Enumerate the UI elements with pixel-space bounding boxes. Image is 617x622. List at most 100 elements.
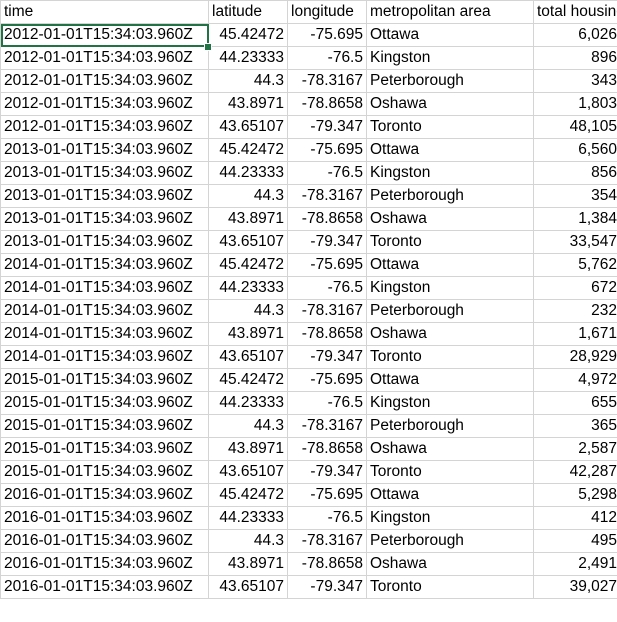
cell-metropolitan-area[interactable]: Toronto [366, 230, 534, 254]
cell-longitude[interactable]: -78.8658 [287, 322, 367, 346]
cell-latitude[interactable]: 43.8971 [208, 552, 288, 576]
cell-longitude[interactable]: -79.347 [287, 115, 367, 139]
cell-total-housing[interactable]: 856 [533, 161, 617, 185]
cell-metropolitan-area[interactable]: Kingston [366, 391, 534, 415]
cell-time[interactable]: 2014-01-01T15:34:03.960Z [0, 253, 209, 277]
cell-time[interactable]: 2016-01-01T15:34:03.960Z [0, 506, 209, 530]
cell-longitude[interactable]: -78.3167 [287, 184, 367, 208]
cell-time[interactable]: 2016-01-01T15:34:03.960Z [0, 483, 209, 507]
header-cell-total-housing[interactable]: total housing [533, 0, 617, 24]
cell-total-housing[interactable]: 896 [533, 46, 617, 70]
cell-total-housing[interactable]: 6,560 [533, 138, 617, 162]
cell-metropolitan-area[interactable]: Toronto [366, 345, 534, 369]
cell-time[interactable]: 2014-01-01T15:34:03.960Z [0, 299, 209, 323]
cell-time[interactable]: 2014-01-01T15:34:03.960Z [0, 276, 209, 300]
cell-latitude[interactable]: 43.65107 [208, 345, 288, 369]
header-cell-time[interactable]: time [0, 0, 209, 24]
cell-time[interactable]: 2016-01-01T15:34:03.960Z [0, 552, 209, 576]
cell-longitude[interactable]: -75.695 [287, 368, 367, 392]
cell-total-housing[interactable]: 33,547 [533, 230, 617, 254]
cell-time[interactable]: 2013-01-01T15:34:03.960Z [0, 161, 209, 185]
cell-total-housing[interactable]: 28,929 [533, 345, 617, 369]
cell-latitude[interactable]: 44.3 [208, 299, 288, 323]
cell-latitude[interactable]: 44.23333 [208, 391, 288, 415]
cell-total-housing[interactable]: 412 [533, 506, 617, 530]
cell-latitude[interactable]: 43.65107 [208, 460, 288, 484]
cell-time[interactable]: 2012-01-01T15:34:03.960Z [0, 46, 209, 70]
cell-longitude[interactable]: -75.695 [287, 483, 367, 507]
cell-longitude[interactable]: -75.695 [287, 253, 367, 277]
header-cell-latitude[interactable]: latitude [208, 0, 288, 24]
cell-total-housing[interactable]: 354 [533, 184, 617, 208]
cell-metropolitan-area[interactable]: Peterborough [366, 299, 534, 323]
cell-time[interactable]: 2013-01-01T15:34:03.960Z [0, 207, 209, 231]
cell-metropolitan-area[interactable]: Toronto [366, 460, 534, 484]
cell-total-housing[interactable]: 1,803 [533, 92, 617, 116]
cell-metropolitan-area[interactable]: Ottawa [366, 23, 534, 47]
cell-total-housing[interactable]: 655 [533, 391, 617, 415]
cell-longitude[interactable]: -78.3167 [287, 299, 367, 323]
cell-total-housing[interactable]: 365 [533, 414, 617, 438]
cell-total-housing[interactable]: 5,298 [533, 483, 617, 507]
cell-total-housing[interactable]: 39,027 [533, 575, 617, 599]
cell-latitude[interactable]: 44.23333 [208, 506, 288, 530]
cell-total-housing[interactable]: 1,384 [533, 207, 617, 231]
cell-latitude[interactable]: 43.65107 [208, 575, 288, 599]
cell-longitude[interactable]: -76.5 [287, 391, 367, 415]
header-cell-metropolitan-area[interactable]: metropolitan area [366, 0, 534, 24]
cell-time[interactable]: 2013-01-01T15:34:03.960Z [0, 138, 209, 162]
cell-latitude[interactable]: 43.65107 [208, 115, 288, 139]
cell-metropolitan-area[interactable]: Oshawa [366, 437, 534, 461]
cell-longitude[interactable]: -75.695 [287, 23, 367, 47]
cell-metropolitan-area[interactable]: Peterborough [366, 184, 534, 208]
cell-latitude[interactable]: 45.42472 [208, 23, 288, 47]
cell-total-housing[interactable]: 2,491 [533, 552, 617, 576]
cell-longitude[interactable]: -78.3167 [287, 69, 367, 93]
cell-time[interactable]: 2014-01-01T15:34:03.960Z [0, 322, 209, 346]
cell-longitude[interactable]: -78.3167 [287, 529, 367, 553]
cell-latitude[interactable]: 43.65107 [208, 230, 288, 254]
cell-longitude[interactable]: -78.8658 [287, 552, 367, 576]
cell-total-housing[interactable]: 2,587 [533, 437, 617, 461]
cell-latitude[interactable]: 45.42472 [208, 368, 288, 392]
cell-latitude[interactable]: 43.8971 [208, 322, 288, 346]
cell-longitude[interactable]: -76.5 [287, 161, 367, 185]
cell-time[interactable]: 2016-01-01T15:34:03.960Z [0, 575, 209, 599]
cell-total-housing[interactable]: 6,026 [533, 23, 617, 47]
cell-latitude[interactable]: 44.23333 [208, 276, 288, 300]
cell-longitude[interactable]: -76.5 [287, 506, 367, 530]
cell-longitude[interactable]: -78.8658 [287, 207, 367, 231]
fill-handle[interactable] [204, 43, 212, 51]
cell-metropolitan-area[interactable]: Oshawa [366, 207, 534, 231]
cell-total-housing[interactable]: 5,762 [533, 253, 617, 277]
cell-latitude[interactable]: 44.3 [208, 414, 288, 438]
cell-time[interactable]: 2012-01-01T15:34:03.960Z [0, 69, 209, 93]
cell-longitude[interactable]: -78.8658 [287, 437, 367, 461]
cell-latitude[interactable]: 44.3 [208, 529, 288, 553]
cell-latitude[interactable]: 44.3 [208, 69, 288, 93]
cell-longitude[interactable]: -79.347 [287, 460, 367, 484]
cell-metropolitan-area[interactable]: Kingston [366, 46, 534, 70]
cell-latitude[interactable]: 44.3 [208, 184, 288, 208]
cell-metropolitan-area[interactable]: Peterborough [366, 529, 534, 553]
cell-latitude[interactable]: 43.8971 [208, 207, 288, 231]
cell-longitude[interactable]: -79.347 [287, 575, 367, 599]
cell-metropolitan-area[interactable]: Ottawa [366, 483, 534, 507]
cell-latitude[interactable]: 45.42472 [208, 138, 288, 162]
cell-longitude[interactable]: -76.5 [287, 276, 367, 300]
cell-latitude[interactable]: 45.42472 [208, 483, 288, 507]
cell-time[interactable]: 2016-01-01T15:34:03.960Z [0, 529, 209, 553]
cell-longitude[interactable]: -78.8658 [287, 92, 367, 116]
cell-metropolitan-area[interactable]: Ottawa [366, 253, 534, 277]
cell-total-housing[interactable]: 42,287 [533, 460, 617, 484]
cell-total-housing[interactable]: 1,671 [533, 322, 617, 346]
cell-total-housing[interactable]: 232 [533, 299, 617, 323]
cell-metropolitan-area[interactable]: Peterborough [366, 69, 534, 93]
cell-metropolitan-area[interactable]: Oshawa [366, 322, 534, 346]
cell-time[interactable]: 2015-01-01T15:34:03.960Z [0, 414, 209, 438]
cell-metropolitan-area[interactable]: Peterborough [366, 414, 534, 438]
cell-longitude[interactable]: -79.347 [287, 345, 367, 369]
header-cell-longitude[interactable]: longitude [287, 0, 367, 24]
cell-metropolitan-area[interactable]: Kingston [366, 161, 534, 185]
cell-time[interactable]: 2013-01-01T15:34:03.960Z [0, 184, 209, 208]
